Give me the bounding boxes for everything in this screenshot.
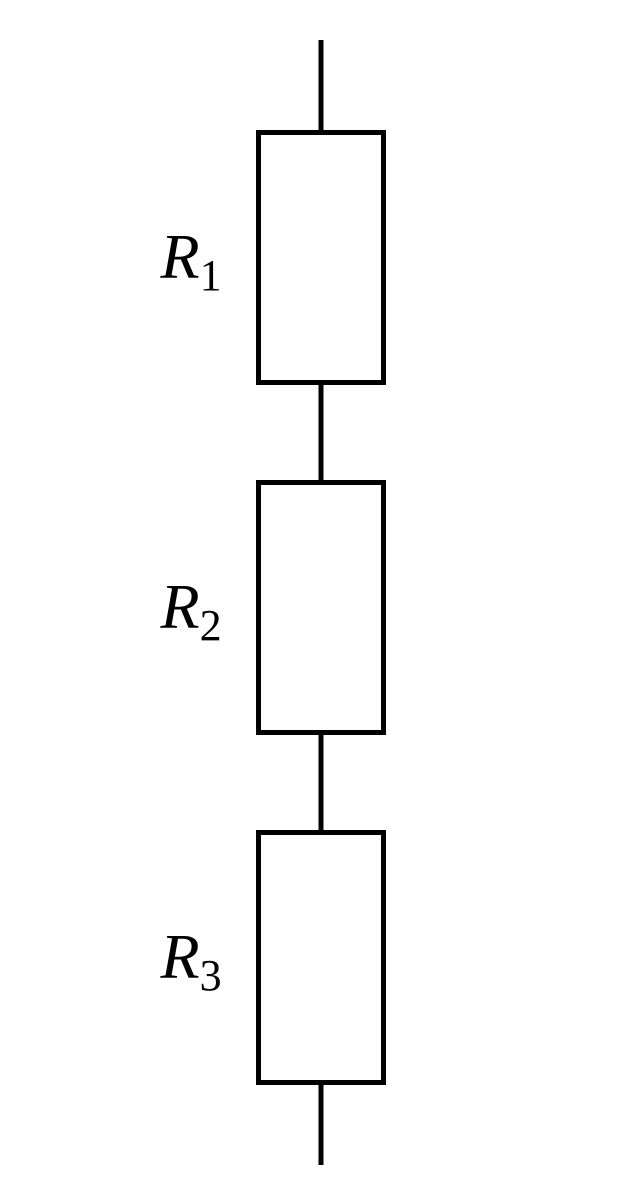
- resistor-r2: [256, 480, 386, 735]
- label-sub: 2: [200, 601, 222, 650]
- resistor-r1: [256, 130, 386, 385]
- wire-segment: [318, 385, 323, 480]
- wire-segment: [318, 40, 323, 130]
- series-resistor-circuit: R1 R2 R3: [121, 40, 521, 1160]
- label-sub: 3: [200, 951, 222, 1000]
- resistor-label-r3: R3: [161, 920, 222, 994]
- wire-segment: [318, 1085, 323, 1165]
- resistor-label-r2: R2: [161, 570, 222, 644]
- label-sub: 1: [200, 251, 222, 300]
- label-var: R: [161, 571, 200, 642]
- label-var: R: [161, 921, 200, 992]
- wire-segment: [318, 735, 323, 830]
- label-var: R: [161, 221, 200, 292]
- resistor-label-r1: R1: [161, 220, 222, 294]
- resistor-r3: [256, 830, 386, 1085]
